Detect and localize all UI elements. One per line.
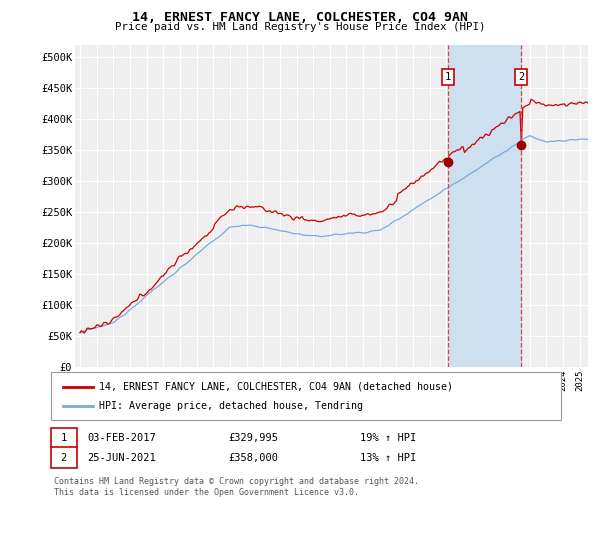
Text: 14, ERNEST FANCY LANE, COLCHESTER, CO4 9AN: 14, ERNEST FANCY LANE, COLCHESTER, CO4 9…	[132, 11, 468, 24]
Text: Contains HM Land Registry data © Crown copyright and database right 2024.
This d: Contains HM Land Registry data © Crown c…	[54, 477, 419, 497]
Text: 03-FEB-2017: 03-FEB-2017	[87, 433, 156, 443]
Text: £358,000: £358,000	[228, 452, 278, 463]
Text: 19% ↑ HPI: 19% ↑ HPI	[360, 433, 416, 443]
Text: 1: 1	[61, 433, 67, 443]
Text: 2: 2	[61, 452, 67, 463]
Bar	[448, 45, 521, 367]
Text: 2: 2	[518, 72, 524, 82]
Text: 14, ERNEST FANCY LANE, COLCHESTER, CO4 9AN (detached house): 14, ERNEST FANCY LANE, COLCHESTER, CO4 9…	[99, 381, 453, 391]
Text: Price paid vs. HM Land Registry's House Price Index (HPI): Price paid vs. HM Land Registry's House …	[115, 22, 485, 32]
Text: £329,995: £329,995	[228, 433, 278, 443]
Text: 25-JUN-2021: 25-JUN-2021	[87, 452, 156, 463]
Text: 1: 1	[445, 72, 451, 82]
Text: HPI: Average price, detached house, Tendring: HPI: Average price, detached house, Tend…	[99, 401, 363, 411]
Text: 13% ↑ HPI: 13% ↑ HPI	[360, 452, 416, 463]
